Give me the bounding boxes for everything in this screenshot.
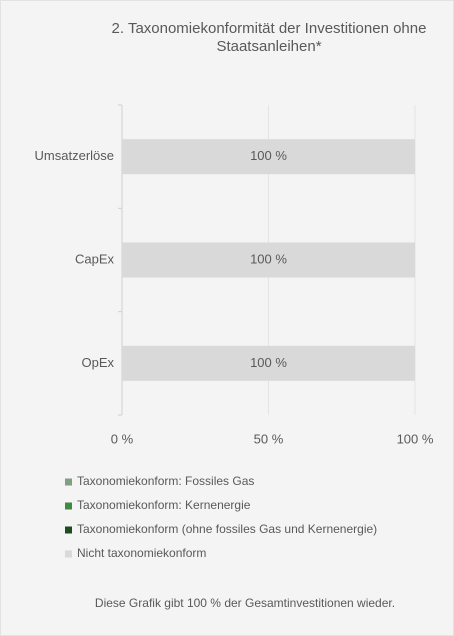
legend-label: Taxonomiekonform (ohne fossiles Gas und …: [77, 522, 377, 536]
legend-swatch: [65, 502, 72, 510]
legend-label: Taxonomiekonform: Fossiles Gas: [77, 474, 254, 488]
legend-label: Nicht taxonomiekonform: [77, 546, 206, 560]
y-tick-label: CapEx: [75, 251, 115, 266]
legend-swatch: [65, 550, 72, 558]
chart-title: 2. Taxonomiekonformität der Investitione…: [111, 20, 427, 55]
data-label: 100 %: [250, 148, 287, 163]
data-label: 100 %: [250, 355, 287, 370]
footnote: Diese Grafik gibt 100 % der Gesamtinvest…: [95, 596, 395, 610]
legend-label: Taxonomiekonform: Kernenergie: [77, 498, 251, 512]
bar-segment: [122, 139, 415, 175]
bar-segment: [122, 242, 415, 278]
legend-swatch: [65, 526, 72, 534]
y-tick-label: OpEx: [81, 355, 114, 370]
bar-segment: [122, 345, 415, 381]
y-tick-label: Umsatzerlöse: [35, 148, 114, 163]
x-tick-label: 0 %: [111, 431, 134, 446]
data-label: 100 %: [250, 251, 287, 266]
legend-swatch: [65, 478, 72, 486]
x-tick-label: 100 %: [397, 431, 434, 446]
x-tick-label: 50 %: [254, 431, 284, 446]
